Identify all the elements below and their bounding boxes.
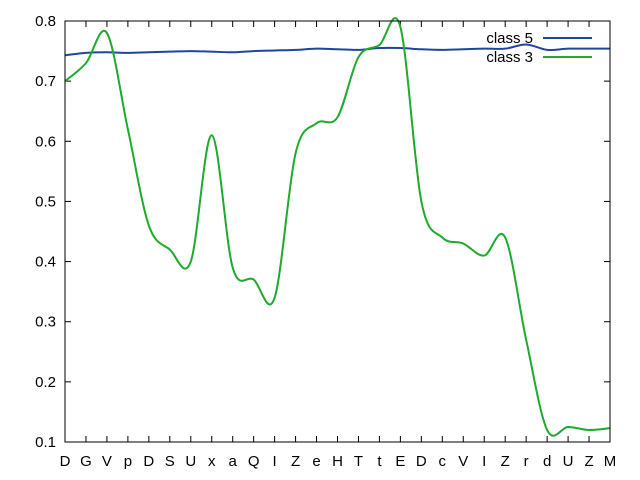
y-tick-label: 0.2 [35, 374, 56, 391]
series-line-class-5 [64, 43, 610, 57]
y-tick-label: 0.4 [35, 254, 56, 271]
x-tick-label: U [185, 453, 196, 470]
x-tick-label: Z [584, 453, 593, 470]
y-axis-ticks: 0.1 0.2 0.3 0.4 0.5 0.6 0.7 0.8 [35, 13, 610, 451]
x-tick-label: r [524, 453, 529, 470]
x-tick-label: Q [248, 453, 260, 470]
y-tick-label: 0.1 [35, 434, 56, 451]
x-tick-label: S [165, 453, 175, 470]
x-tick-label: E [395, 453, 405, 470]
legend-label: class 5 [486, 30, 533, 47]
x-tick-label: t [377, 453, 382, 470]
y-tick-label: 0.3 [35, 314, 56, 331]
x-tick-label: U [563, 453, 574, 470]
legend-label: class 3 [486, 49, 533, 66]
x-tick-label: p [124, 453, 132, 470]
x-tick-label: V [458, 453, 468, 470]
y-tick-label: 0.8 [35, 13, 56, 30]
y-tick-label: 0.6 [35, 133, 56, 150]
x-tick-label: T [354, 453, 363, 470]
x-tick-label: Z [291, 453, 300, 470]
x-tick-label: H [332, 453, 343, 470]
x-tick-label: D [416, 453, 427, 470]
x-tick-label: x [208, 453, 216, 470]
y-tick-label: 0.7 [35, 73, 56, 90]
x-tick-label: e [312, 453, 320, 470]
x-tick-label: D [143, 453, 154, 470]
x-tick-label: M [604, 453, 617, 470]
x-tick-label: V [102, 453, 112, 470]
x-tick-label: c [439, 453, 447, 470]
series-layer [64, 17, 611, 437]
x-tick-label: d [543, 453, 551, 470]
plot-frame [64, 20, 611, 443]
series-line-class-3 [64, 17, 611, 437]
x-tick-label: I [482, 453, 486, 470]
x-tick-label: Z [501, 453, 510, 470]
legend: class 5 class 3 [486, 30, 592, 66]
x-tick-label: I [273, 453, 277, 470]
x-tick-label: D [60, 453, 71, 470]
x-tick-label: a [229, 453, 238, 470]
x-tick-label: G [80, 453, 92, 470]
y-tick-label: 0.5 [35, 193, 56, 210]
